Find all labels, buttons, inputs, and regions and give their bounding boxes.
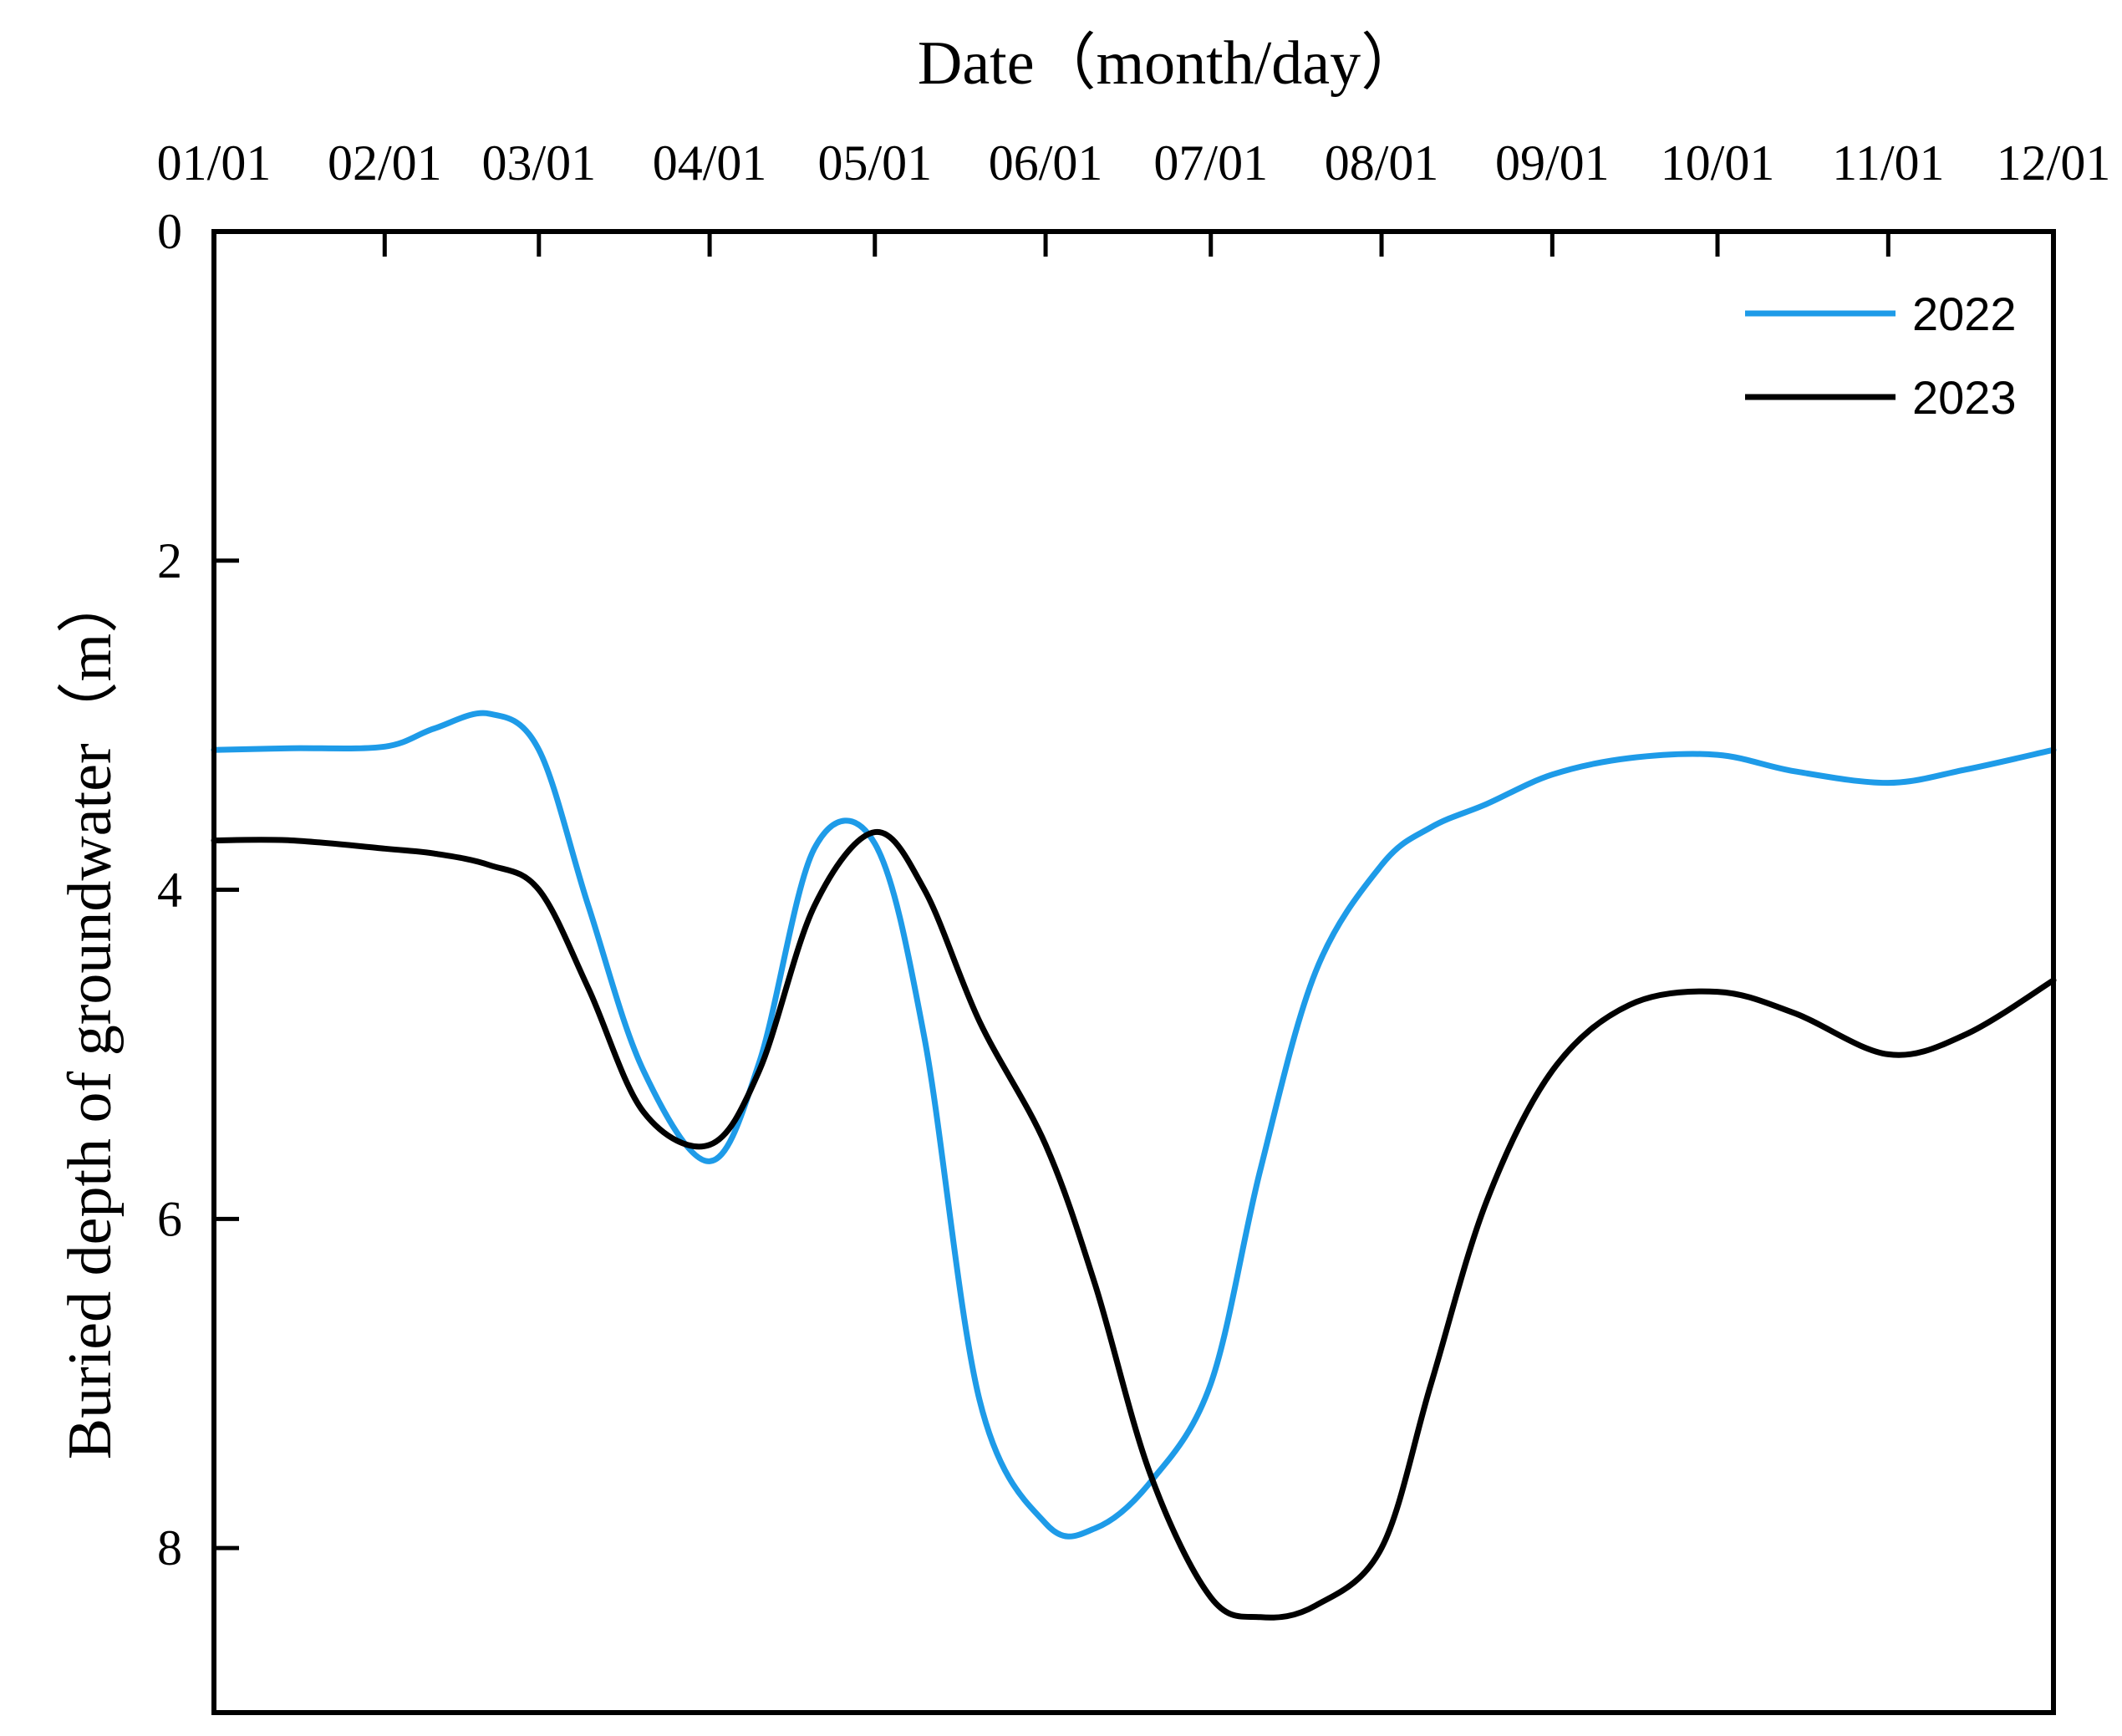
legend-label-2023: 2023	[1912, 371, 2017, 424]
y-tick-label: 4	[157, 863, 182, 918]
x-tick-label: 06/01	[989, 135, 1103, 191]
x-tick-label: 02/01	[328, 135, 442, 191]
x-tick-label: 03/01	[481, 135, 596, 191]
x-tick-label: 04/01	[653, 135, 767, 191]
x-tick-label: 08/01	[1325, 135, 1439, 191]
x-tick-label: 05/01	[817, 135, 932, 191]
y-tick-labels: 0 2 4 6 8	[157, 204, 182, 1576]
y-tick-label: 8	[157, 1520, 182, 1576]
axis-ticks	[211, 229, 2056, 1550]
x-tick-label: 09/01	[1495, 135, 1610, 191]
x-tick-label: 01/01	[157, 135, 272, 191]
x-axis-title: Date（month/day）	[918, 29, 1422, 98]
series-line-2023	[211, 829, 2057, 1621]
legend-label-2022: 2022	[1912, 288, 2017, 340]
series-line-2022	[211, 710, 2057, 1540]
x-tick-label: 10/01	[1661, 135, 1775, 191]
y-tick-label: 0	[157, 204, 182, 259]
y-tick-label: 2	[157, 533, 182, 588]
x-tick-label: 12/01	[1997, 135, 2111, 191]
y-tick-label: 6	[157, 1191, 182, 1246]
x-tick-label: 07/01	[1153, 135, 1268, 191]
x-tick-labels: 01/01 02/01 03/01 04/01 05/01 06/01 07/01 08/01…	[157, 135, 2111, 191]
y-axis-title: Buried depth of groundwater（m）	[56, 572, 125, 1460]
x-tick-label: 11/01	[1832, 135, 1944, 191]
plot-frame	[211, 229, 2056, 1715]
series-lines	[211, 710, 2057, 1621]
legend: 2022 2023	[1745, 288, 2017, 424]
